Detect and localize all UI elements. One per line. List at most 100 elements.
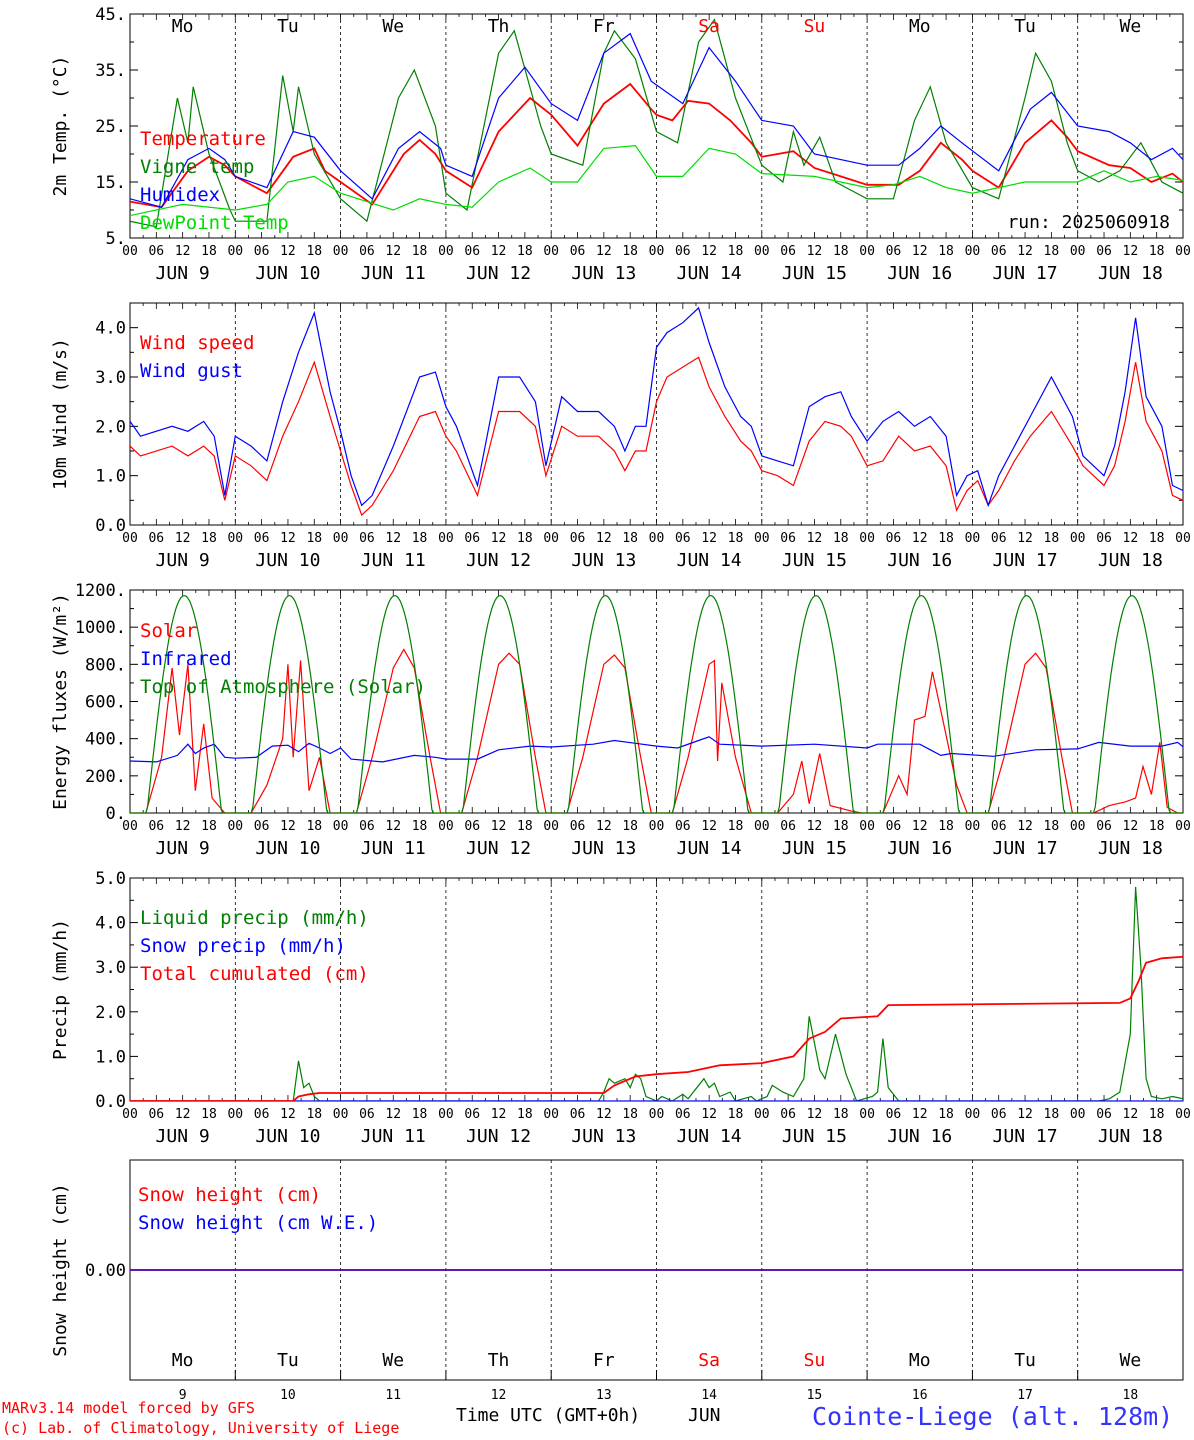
hour-label: 12 (1017, 531, 1033, 546)
hour-label: 00 (227, 1107, 243, 1122)
date-label: JUN 12 (466, 263, 531, 284)
y-tick-label: 3.0 (95, 368, 126, 388)
hour-label: 06 (359, 244, 375, 259)
date-label: JUN 16 (887, 263, 952, 284)
series-infrared (130, 736, 1183, 763)
y-tick-label: 5.0 (95, 869, 126, 889)
hour-label: 00 (965, 244, 981, 259)
legend-entry: Humidex (140, 184, 220, 206)
hour-label: 00 (1175, 1107, 1191, 1122)
hour-label: 06 (254, 531, 270, 546)
hour-label: 18 (306, 531, 322, 546)
hour-label: 00 (543, 1107, 559, 1122)
hour-label: 18 (1044, 531, 1060, 546)
day-number: 10 (280, 1388, 296, 1403)
series-wind-speed (130, 356, 1183, 517)
hour-label: 00 (754, 819, 770, 834)
hour-label: 12 (175, 1107, 191, 1122)
hour-label: 18 (833, 244, 849, 259)
date-label: JUN 9 (156, 1126, 210, 1147)
date-label: JUN 16 (887, 1126, 952, 1147)
day-number: 13 (596, 1388, 612, 1403)
date-label: JUN 12 (466, 838, 531, 859)
hour-label: 06 (780, 244, 796, 259)
hour-label: 06 (1096, 819, 1112, 834)
y-tick-label: 0.0 (95, 1092, 126, 1112)
hour-label: 12 (807, 531, 823, 546)
hour-label: 00 (859, 244, 875, 259)
hour-label: 12 (912, 244, 928, 259)
hour-label: 06 (1096, 1107, 1112, 1122)
hour-label: 18 (201, 244, 217, 259)
hour-label: 18 (201, 819, 217, 834)
series-group (130, 306, 1183, 517)
date-label: JUN 14 (677, 838, 742, 859)
hour-label: 18 (306, 244, 322, 259)
hour-label: 18 (517, 531, 533, 546)
date-label: JUN 14 (677, 550, 742, 571)
y-tick-label: 1200. (75, 581, 126, 601)
date-label: JUN 14 (677, 263, 742, 284)
hour-label: 18 (412, 1107, 428, 1122)
date-label: JUN 11 (361, 263, 426, 284)
hour-label: 12 (912, 819, 928, 834)
hour-label: 00 (1070, 244, 1086, 259)
hour-label: 18 (1149, 1107, 1165, 1122)
hour-label: 00 (859, 819, 875, 834)
day-name: Tu (277, 1350, 299, 1371)
day-name: Fr (593, 1350, 615, 1371)
legend-entry: Solar (140, 620, 197, 642)
panel-5: 0.00 Snow height (cm) Snow height (cm) Snow… (50, 1159, 1184, 1403)
hour-label: 12 (596, 531, 612, 546)
hour-label: 00 (649, 819, 665, 834)
hour-label: 18 (938, 1107, 954, 1122)
panel-3: 00 06 12 18 00 06 12 18 00 06 12 18 00 06 12 18 00 06 12 18… (50, 581, 1191, 859)
hour-label: 00 (754, 531, 770, 546)
date-label: JUN 15 (782, 263, 847, 284)
hour-label: 06 (570, 1107, 586, 1122)
hour-label: 18 (1044, 1107, 1060, 1122)
hour-label: 06 (570, 244, 586, 259)
hour-label: 18 (306, 1107, 322, 1122)
hour-label: 00 (859, 1107, 875, 1122)
hour-label: 06 (886, 531, 902, 546)
date-label: JUN 17 (993, 838, 1058, 859)
hour-label: 12 (385, 819, 401, 834)
hour-label: 00 (227, 531, 243, 546)
legend-entry: Snow height (cm) (138, 1184, 321, 1206)
hour-label: 18 (1044, 819, 1060, 834)
y-tick-label: 2.0 (95, 417, 126, 437)
day-number: 14 (701, 1388, 717, 1403)
hour-label: 06 (148, 531, 164, 546)
hour-label: 00 (649, 531, 665, 546)
footer-lab-credit: (c) Lab. of Climatology, University of L… (2, 1419, 400, 1437)
y-axis-label: Precip (mm/h) (50, 919, 71, 1060)
hour-label: 18 (517, 819, 533, 834)
date-label: JUN 11 (361, 838, 426, 859)
hour-label: 06 (991, 819, 1007, 834)
day-name: Tu (1014, 1350, 1036, 1371)
hour-label: 12 (1123, 531, 1139, 546)
date-label: JUN 9 (156, 550, 210, 571)
legend-entry: Wind speed (140, 332, 254, 354)
plot-frame (129, 589, 1184, 814)
day-name: We (382, 1350, 404, 1371)
hour-label: 18 (938, 819, 954, 834)
y-tick-label: 1.0 (95, 467, 126, 487)
hour-label: 12 (1123, 1107, 1139, 1122)
hour-label: 00 (227, 819, 243, 834)
hour-label: 12 (280, 531, 296, 546)
hour-label: 12 (807, 1107, 823, 1122)
footer-xlabel: Time UTC (GMT+0h) (456, 1405, 641, 1426)
hour-label: 00 (438, 819, 454, 834)
day-name: Fr (593, 16, 615, 37)
series-wind-gust (130, 306, 1183, 508)
hour-label: 06 (675, 1107, 691, 1122)
hour-label: 06 (675, 244, 691, 259)
date-label: JUN 10 (255, 838, 320, 859)
series-humidex (130, 32, 1183, 208)
series-group (130, 886, 1183, 1101)
legend-entry: Snow precip (mm/h) (140, 935, 346, 957)
y-tick-label: 35. (95, 61, 126, 81)
hour-label: 06 (886, 1107, 902, 1122)
